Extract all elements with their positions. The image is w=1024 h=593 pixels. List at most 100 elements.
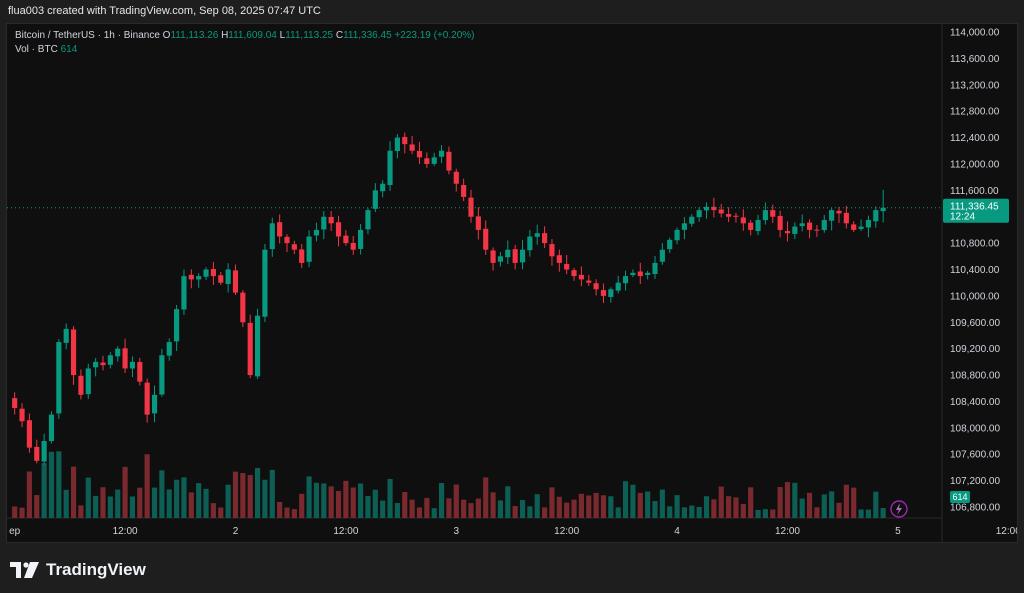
candle-body <box>387 150 393 185</box>
candle-body <box>188 274 194 280</box>
candle-body <box>740 217 746 224</box>
candle-body <box>416 150 423 158</box>
x-tick-label: 12:00 <box>113 526 138 537</box>
volume-bar <box>880 508 886 518</box>
candle-body <box>556 255 562 263</box>
y-tick-label: 110,400.00 <box>950 265 1000 276</box>
chart-panel[interactable]: Bitcoin / TetherUS · 1h · Binance O111,1… <box>6 23 1018 543</box>
alert-bolt-icon[interactable] <box>890 500 908 518</box>
candle-body <box>350 242 356 250</box>
volume-bar <box>70 466 77 518</box>
volume-bar <box>578 493 584 518</box>
candle-body <box>880 207 886 212</box>
volume-bar <box>608 496 614 518</box>
last-price-badge <box>943 198 1009 223</box>
candle-body <box>490 250 496 263</box>
volume-bar <box>144 454 150 518</box>
candle-body <box>34 446 40 461</box>
x-tick-label: ep <box>9 526 21 537</box>
y-tick-label: 114,000.00 <box>950 28 1000 39</box>
x-tick-label: 12:00 <box>554 526 579 537</box>
candle-body <box>645 272 651 276</box>
volume-bar <box>350 487 356 518</box>
candle-body <box>225 269 231 284</box>
credit-text: flua003 created with TradingView.com, Se… <box>8 5 321 17</box>
volume-bar <box>755 509 761 518</box>
volume-bar <box>652 501 658 518</box>
volume-bar <box>843 484 849 518</box>
legend-close-label: C <box>335 30 344 41</box>
y-tick-label: 108,400.00 <box>950 397 1000 408</box>
volume-bar <box>306 476 312 518</box>
y-tick-label: 106,800.00 <box>950 503 1000 514</box>
candle-body <box>726 214 732 217</box>
volume-bar <box>394 503 400 518</box>
volume-bar <box>519 499 526 518</box>
x-tick-label: 2 <box>233 526 239 537</box>
volume-bar <box>100 487 106 518</box>
candle-body <box>615 282 621 291</box>
candle-body <box>527 236 533 251</box>
candle-body <box>622 276 629 284</box>
price-chart-svg[interactable]: 114,000.00 113,600.00 113,200.00 112,800.00… <box>7 24 1018 543</box>
candle-body <box>181 276 187 310</box>
legend-symbol: Bitcoin / TetherUS · 1h · Binance <box>15 30 160 41</box>
volume-bar <box>806 492 813 518</box>
candle-body <box>19 408 25 422</box>
candle-body <box>829 210 835 221</box>
volume-bar <box>409 499 415 518</box>
candle-body <box>365 210 371 230</box>
candle-body <box>70 329 77 376</box>
candle-body <box>269 223 275 250</box>
candle-body <box>608 289 614 297</box>
volume-bar <box>600 495 607 518</box>
candle-body <box>254 315 261 377</box>
candle-body <box>174 309 180 342</box>
candle-body <box>637 271 643 277</box>
volume-bar <box>814 507 820 518</box>
y-tick-label: 111,600.00 <box>950 186 999 197</box>
volume-bar <box>343 480 349 518</box>
volume-bar <box>232 471 239 518</box>
volume-bar <box>468 503 474 518</box>
volume-bar <box>703 496 710 518</box>
volume-bar <box>586 495 592 518</box>
candle-body <box>689 216 695 224</box>
volume-bar <box>564 502 570 518</box>
volume-bar <box>63 489 69 518</box>
volume-bar <box>41 463 47 518</box>
volume-bar <box>593 492 599 518</box>
legend-volume-value: 614 <box>60 44 78 55</box>
candle-body <box>299 249 305 263</box>
volume-bar <box>438 482 445 518</box>
volume-bar <box>48 451 55 518</box>
y-tick-label: 110,000.00 <box>950 291 1000 302</box>
candle-body <box>784 231 791 234</box>
legend-open-value: 111,113.26 <box>170 30 219 41</box>
candle-body <box>512 249 518 263</box>
volume-bar <box>726 496 732 518</box>
candle-body <box>865 220 872 228</box>
volume-bar <box>188 492 194 518</box>
candle-body <box>409 144 415 151</box>
candle-body <box>549 244 555 257</box>
volume-bar <box>858 509 864 518</box>
volume-bar <box>490 492 496 518</box>
volume-bar <box>622 481 629 518</box>
x-tick-label: 3 <box>453 526 459 537</box>
candle-body <box>335 222 342 237</box>
volume-bar <box>740 503 746 518</box>
candle-body <box>129 361 136 369</box>
top-bar: flua003 created with TradingView.com, Se… <box>0 0 1024 24</box>
volume-bar <box>372 489 378 518</box>
volume-bar <box>549 487 555 518</box>
y-tick-label: 107,600.00 <box>950 450 1000 461</box>
volume-bar <box>358 483 364 518</box>
tradingview-logo[interactable]: TradingView <box>10 560 146 580</box>
volume-bar <box>19 507 25 518</box>
candle-body <box>93 361 99 368</box>
volume-bar <box>689 505 695 518</box>
volume-bar <box>475 498 481 518</box>
candle-body <box>814 229 820 231</box>
candle-body <box>519 249 526 263</box>
